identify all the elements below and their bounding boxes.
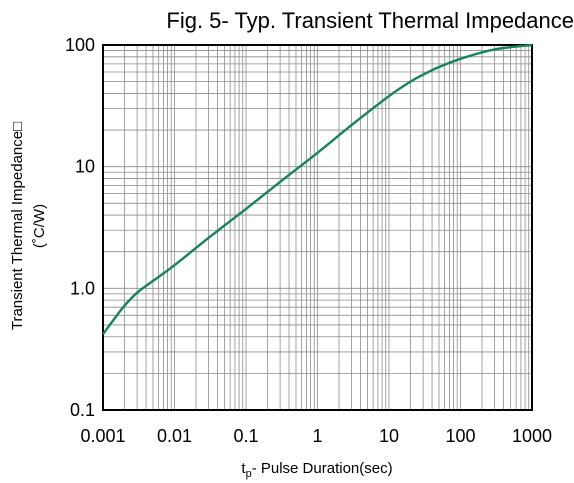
x-tick-label: 0.001 [80,426,125,446]
y-tick-label: 10 [75,157,95,177]
x-axis-label: tp- Pulse Duration(sec) [241,460,392,480]
x-tick-label: 1 [312,426,322,446]
x-tick-label: 0.01 [157,426,192,446]
series-line [102,43,533,335]
y-axis-unit: (˚C/W) [31,204,48,248]
x-tick-label: 10 [379,426,399,446]
x-axis-label-subscript: p [246,468,252,480]
x-tick-labels: 0.001 0.01 0.1 1 10 100 1000 [80,426,552,446]
y-tick-label: 1.0 [70,278,95,298]
chart-title: Fig. 5- Typ. Transient Thermal Impedance [166,8,574,33]
y-tick-labels: 0.1 1.0 10 100 [65,35,95,420]
plot-frame [102,44,533,411]
y-tick-label: 0.1 [70,400,95,420]
y-axis-label: Transient Thermal Impedance□ [9,122,26,330]
x-tick-label: 0.1 [233,426,258,446]
x-tick-label: 100 [445,426,475,446]
x-tick-label: 1000 [512,426,552,446]
grid [103,45,532,410]
y-tick-label: 100 [65,35,95,55]
